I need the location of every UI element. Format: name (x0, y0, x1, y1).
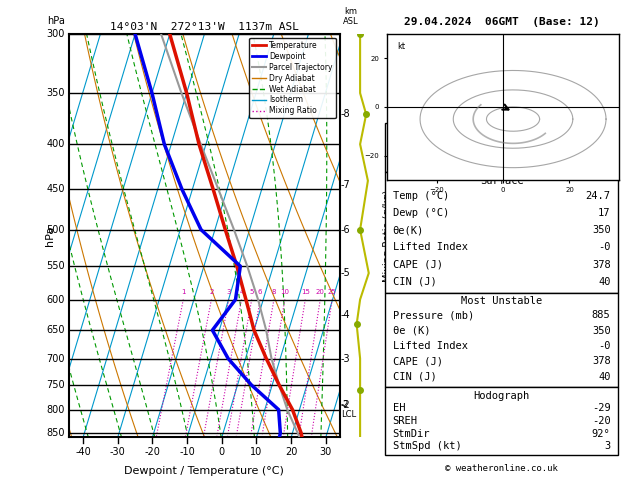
Text: 378: 378 (592, 356, 611, 366)
Text: 650: 650 (47, 325, 65, 335)
Text: 5: 5 (250, 290, 254, 295)
Text: Most Unstable: Most Unstable (461, 296, 542, 306)
Text: -20: -20 (592, 416, 611, 426)
Text: 800: 800 (47, 405, 65, 415)
Text: θe (K): θe (K) (392, 326, 430, 336)
Text: θe(K): θe(K) (392, 226, 424, 235)
Text: © weatheronline.co.uk: © weatheronline.co.uk (445, 464, 558, 473)
Text: Surface: Surface (480, 176, 523, 186)
Text: StmDir: StmDir (392, 429, 430, 439)
Text: 40: 40 (598, 277, 611, 287)
Text: -3: -3 (341, 353, 350, 364)
Title: 14°03'N  272°13'W  1137m ASL: 14°03'N 272°13'W 1137m ASL (110, 22, 299, 32)
Text: 40: 40 (598, 372, 611, 382)
Text: 3: 3 (604, 441, 611, 451)
Text: Temp (°C): Temp (°C) (392, 191, 449, 201)
Text: 2: 2 (209, 290, 214, 295)
Text: 4: 4 (240, 290, 243, 295)
Text: 700: 700 (47, 353, 65, 364)
Text: -0: -0 (598, 243, 611, 252)
Text: 20: 20 (285, 448, 298, 457)
Text: 350: 350 (592, 326, 611, 336)
Text: -5: -5 (341, 268, 351, 278)
Text: 10: 10 (281, 290, 289, 295)
Text: CAPE (J): CAPE (J) (392, 356, 443, 366)
Text: -0: -0 (598, 341, 611, 351)
Text: 750: 750 (47, 380, 65, 390)
Text: 1: 1 (181, 290, 186, 295)
Text: Dewpoint / Temperature (°C): Dewpoint / Temperature (°C) (125, 466, 284, 476)
Text: 850: 850 (47, 428, 65, 438)
Text: kt: kt (397, 42, 405, 51)
Text: -20: -20 (145, 448, 160, 457)
Text: 600: 600 (47, 295, 65, 305)
Text: PW (cm): PW (cm) (392, 157, 437, 167)
Text: 350: 350 (592, 226, 611, 235)
Text: 30: 30 (320, 448, 332, 457)
Text: 500: 500 (47, 225, 65, 235)
Text: CIN (J): CIN (J) (392, 277, 437, 287)
Text: 0: 0 (219, 448, 225, 457)
Text: km
ASL: km ASL (343, 7, 359, 26)
Text: -29: -29 (592, 403, 611, 413)
Text: K: K (392, 126, 399, 136)
Text: -8: -8 (341, 109, 350, 120)
Text: 3: 3 (226, 290, 231, 295)
Bar (386, 293, 618, 387)
Text: Lifted Index: Lifted Index (392, 243, 467, 252)
Bar (386, 387, 618, 455)
Text: Totals Totals: Totals Totals (392, 141, 474, 152)
Text: 450: 450 (47, 184, 65, 194)
Text: 24.7: 24.7 (586, 191, 611, 201)
Text: StmSpd (kt): StmSpd (kt) (392, 441, 462, 451)
Text: 29.04.2024  06GMT  (Base: 12): 29.04.2024 06GMT (Base: 12) (404, 17, 599, 27)
Text: CIN (J): CIN (J) (392, 372, 437, 382)
Text: 36: 36 (598, 126, 611, 136)
Text: -6: -6 (341, 225, 350, 235)
Text: 15: 15 (301, 290, 309, 295)
Text: 378: 378 (592, 260, 611, 270)
Text: 92°: 92° (592, 429, 611, 439)
Text: Dewp (°C): Dewp (°C) (392, 208, 449, 218)
Text: 17: 17 (598, 208, 611, 218)
Text: 400: 400 (47, 139, 65, 149)
Text: CAPE (J): CAPE (J) (392, 260, 443, 270)
Bar (386, 123, 618, 173)
Text: Lifted Index: Lifted Index (392, 341, 467, 351)
Text: 10: 10 (250, 448, 262, 457)
Text: SREH: SREH (392, 416, 418, 426)
Legend: Temperature, Dewpoint, Parcel Trajectory, Dry Adiabat, Wet Adiabat, Isotherm, Mi: Temperature, Dewpoint, Parcel Trajectory… (250, 38, 336, 119)
Text: -30: -30 (110, 448, 126, 457)
Text: 300: 300 (47, 29, 65, 39)
Text: 885: 885 (592, 311, 611, 320)
Bar (386, 173, 618, 293)
Text: hPa: hPa (47, 16, 65, 26)
Text: -2: -2 (341, 400, 351, 410)
Text: 2.86: 2.86 (586, 157, 611, 167)
Text: 20: 20 (316, 290, 325, 295)
Text: hPa: hPa (45, 226, 55, 246)
Text: Mixing Ratio (g/kg): Mixing Ratio (g/kg) (383, 190, 393, 282)
Text: 43: 43 (598, 141, 611, 152)
Text: 350: 350 (47, 88, 65, 98)
Text: 550: 550 (47, 261, 65, 271)
Text: EH: EH (392, 403, 405, 413)
Text: 6: 6 (258, 290, 262, 295)
Text: 25: 25 (328, 290, 337, 295)
Text: -40: -40 (75, 448, 91, 457)
Text: 8: 8 (272, 290, 276, 295)
Text: -10: -10 (179, 448, 195, 457)
Text: -4: -4 (341, 310, 350, 320)
Text: Pressure (mb): Pressure (mb) (392, 311, 474, 320)
Text: Hodograph: Hodograph (474, 391, 530, 400)
Text: -7: -7 (341, 180, 351, 190)
Text: -2
LCL: -2 LCL (341, 400, 356, 419)
